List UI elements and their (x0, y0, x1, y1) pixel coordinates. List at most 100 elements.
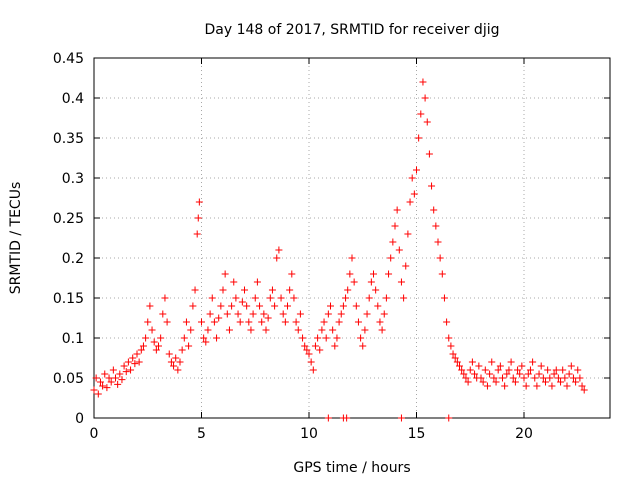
data-point (180, 334, 188, 342)
data-point (453, 358, 461, 366)
axis-ticks: 0 5 10 15 20 0 0.05 0.1 0.15 0.2 0.25 0.3 0.35 0.4 0.4… (53, 51, 610, 442)
data-point (539, 374, 547, 382)
data-point (99, 382, 107, 390)
data-point (142, 334, 150, 342)
data-point (507, 358, 515, 366)
data-point (483, 382, 491, 390)
data-point (262, 326, 270, 334)
data-point (253, 278, 261, 286)
data-point (213, 334, 221, 342)
data-point (367, 278, 375, 286)
data-point (406, 198, 414, 206)
data-point (215, 314, 223, 322)
data-point (101, 370, 109, 378)
data-point (449, 350, 457, 358)
data-point (423, 118, 431, 126)
data-point (552, 366, 560, 374)
data-point (144, 318, 152, 326)
data-point (170, 362, 178, 370)
data-point (120, 362, 128, 370)
data-point (94, 390, 102, 398)
data-point (268, 286, 276, 294)
data-point (544, 366, 552, 374)
data-point (494, 366, 502, 374)
data-point (471, 370, 479, 378)
data-point (346, 270, 354, 278)
data-point (202, 338, 210, 346)
data-point (320, 318, 328, 326)
data-point (333, 334, 341, 342)
data-point (327, 302, 334, 310)
plot-frame (93, 57, 611, 419)
data-point (400, 294, 408, 302)
data-point (391, 222, 399, 230)
data-point (490, 374, 498, 382)
data-point (430, 206, 438, 214)
data-point (509, 374, 517, 382)
data-point (191, 286, 199, 294)
data-point (561, 374, 569, 382)
data-point (462, 374, 470, 382)
data-point (146, 302, 154, 310)
y-axis-title: SRMTID / TECUs (8, 182, 24, 295)
data-point (492, 378, 500, 386)
y-tick-label: 0.25 (53, 211, 84, 227)
data-point (389, 238, 397, 246)
data-point (456, 362, 463, 370)
data-point (557, 378, 565, 386)
data-point (574, 366, 582, 374)
y-tick-label: 0.3 (62, 171, 84, 187)
data-point (387, 254, 395, 262)
data-point (114, 380, 122, 388)
data-point (395, 246, 403, 254)
data-point (554, 374, 562, 382)
data-point (258, 318, 266, 326)
data-point (322, 334, 330, 342)
data-point (195, 198, 203, 206)
y-tick-label: 0.15 (53, 291, 84, 307)
data-point (432, 222, 440, 230)
data-point (451, 354, 459, 362)
data-point (348, 254, 356, 262)
data-point (324, 310, 332, 318)
data-point (221, 270, 229, 278)
data-point (249, 310, 257, 318)
data-point (137, 346, 145, 354)
data-point (361, 326, 369, 334)
y-tick-label: 0.1 (62, 331, 84, 347)
data-point (404, 230, 412, 238)
data-point (232, 294, 240, 302)
data-point (176, 358, 184, 366)
data-point (410, 190, 418, 198)
data-point (116, 370, 124, 378)
data-point (127, 366, 135, 374)
data-point (303, 346, 311, 354)
data-point (210, 318, 218, 326)
data-point (518, 362, 526, 370)
data-point (305, 350, 313, 358)
data-point (550, 370, 558, 378)
data-point (352, 302, 360, 310)
data-point (292, 318, 300, 326)
data-point (344, 286, 352, 294)
data-point (359, 342, 367, 350)
data-point (496, 362, 504, 370)
data-point (415, 134, 423, 142)
data-point (572, 378, 580, 386)
data-point (376, 318, 384, 326)
data-point (157, 334, 165, 342)
data-point (318, 326, 326, 334)
y-tick-label: 0 (75, 411, 84, 427)
data-point (208, 294, 216, 302)
data-point (569, 374, 577, 382)
data-point (576, 374, 584, 382)
data-point (316, 346, 324, 354)
data-point (477, 374, 485, 382)
data-point (447, 342, 455, 350)
data-point (516, 370, 524, 378)
zero-value-point (445, 414, 453, 422)
grid-lines (94, 58, 610, 418)
data-point (279, 310, 287, 318)
data-point (247, 326, 255, 334)
